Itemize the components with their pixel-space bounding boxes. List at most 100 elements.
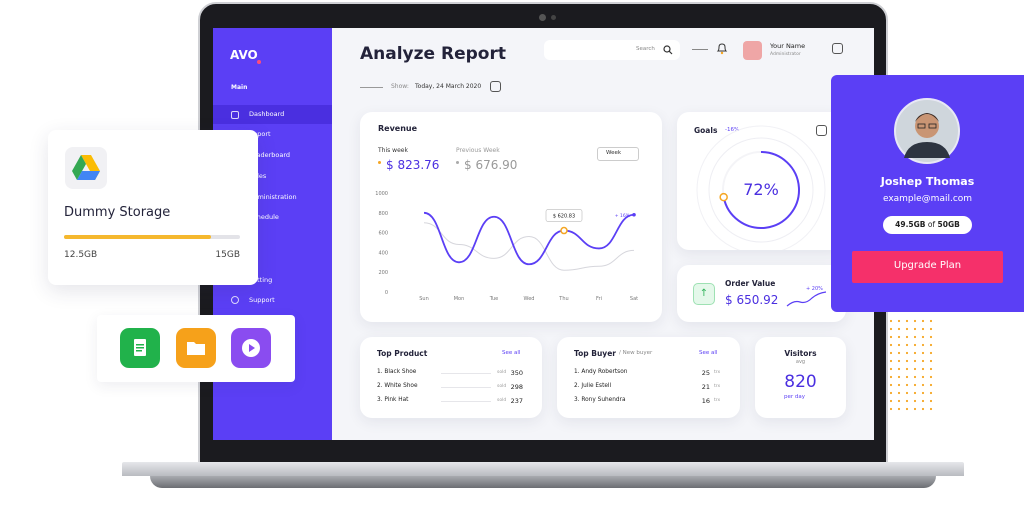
tooltip-box [545,209,583,222]
period-label: Week [606,150,622,156]
menu-item[interactable]: Administration [249,193,297,201]
storage-pill: 49.5GB of 50GB [883,216,972,234]
pattern-dot [913,407,917,411]
pattern-dot [921,367,925,371]
goals-ring [696,125,826,250]
pattern-dot [905,407,909,411]
bell-icon[interactable] [716,42,728,55]
storage-total: 15GB [215,250,240,260]
legend-label: Previous Week [456,147,500,154]
laptop-base [122,462,964,476]
row-unit: sold [497,398,507,403]
card-title: Order Value [725,279,776,288]
pattern-dot [897,343,901,347]
pattern-dot [929,391,933,395]
visitors-card [755,337,846,418]
sidebar-section: Main [231,84,248,91]
menu-item[interactable]: Setting [249,276,273,284]
pill-of: of [927,220,936,229]
pattern-dot [921,327,925,331]
pattern-dot [929,399,933,403]
card-title: Visitors [784,349,817,358]
pattern-dot [889,383,893,387]
video-icon[interactable] [231,328,271,368]
pattern-dot [921,359,925,363]
sheets-icon[interactable] [120,328,160,368]
menu-item[interactable]: Support [249,296,275,304]
search-icon [663,45,673,55]
pattern-dot [921,319,925,323]
goals-dropdown[interactable] [816,125,827,136]
row-name: 3. Rony Suhendra [574,397,626,403]
x-tick-label: Thu [558,296,568,302]
goals-change: -16% [725,127,740,133]
row-unit: trx [714,384,721,389]
camera [539,14,546,21]
series-line [423,211,635,266]
legend-dot [456,161,459,164]
x-tick-label: Fri [596,296,602,302]
menu-item[interactable]: Leaderboard [249,151,291,159]
camera [551,15,556,20]
folder-icon[interactable] [176,328,216,368]
row-unit: sold [497,384,507,389]
pattern-dot [905,383,909,387]
pattern-dot [921,335,925,339]
search-box[interactable] [544,40,680,60]
row-name: 1. Black Shoe [377,369,417,375]
x-tick-label: Mon [454,296,465,302]
pattern-dot [929,367,933,371]
pattern-dot [897,375,901,379]
user-dropdown[interactable] [832,43,843,54]
divider [360,87,383,88]
pattern-dot [905,399,909,403]
ring-deco [708,137,814,243]
order-change: + 20% [806,286,823,292]
user-role: Administrator [770,52,801,57]
drive-icon-box [65,147,107,189]
profile-photo [894,98,960,164]
x-tick-label: Sun [419,296,429,302]
search-placeholder: Search [636,46,655,52]
period-select[interactable] [597,147,639,161]
top-buyer-card [557,337,740,418]
pattern-dot [913,375,917,379]
menu-item[interactable]: Dashboard [249,110,285,118]
pattern-dot [889,367,893,371]
pattern-dot [913,327,917,331]
this-week-value: $ 823.76 [386,158,440,172]
pattern-dot [929,359,933,363]
card-subtitle: avg [795,359,806,365]
date-dropdown[interactable] [490,81,501,92]
pattern-dot [897,367,901,371]
pattern-dot [929,319,933,323]
row-name: 3. Pink Hat [377,397,409,403]
card-title: Top Product [377,349,428,358]
pattern-dot [897,399,901,403]
upgrade-button[interactable] [852,251,1003,283]
y-tick-label: 1000 [375,191,388,197]
pill-used: 49.5GB [895,220,926,229]
menu-item[interactable]: Report [249,130,271,138]
row-value: 21 [701,383,710,391]
pattern-dot [889,351,893,355]
see-all[interactable]: See all [502,350,521,356]
sparkline [786,291,827,307]
visitors-period: per day [784,394,806,400]
pattern-dot [929,407,933,411]
series-line [423,222,635,271]
pattern-dot [889,407,893,411]
menu-active [213,105,332,124]
pattern-dot [905,319,909,323]
row-name: 1. Andy Robertson [574,369,628,375]
pattern-dot [913,383,917,387]
dot-pattern [889,319,933,411]
menu-item[interactable]: Schedule [249,213,279,221]
see-all[interactable]: See all [699,350,718,356]
user-avatar[interactable] [743,41,762,60]
pattern-dot [921,351,925,355]
pattern-dot [913,399,917,403]
logo-dot [257,60,261,64]
profile-name: Joshep Thomas [880,175,975,188]
pattern-dot [905,375,909,379]
